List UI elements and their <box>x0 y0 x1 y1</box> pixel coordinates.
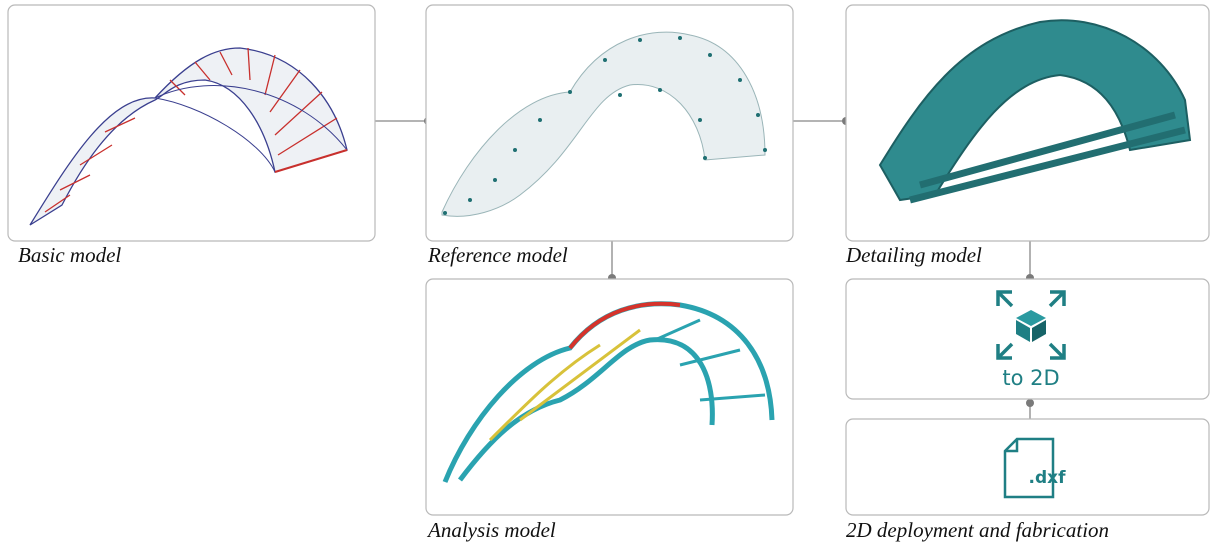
panel-frame <box>846 419 1209 515</box>
workflow-diagram: Basic model Reference model Detailing mo… <box>0 0 1210 544</box>
file-panel: .dxf 2D deployment and fabrication <box>846 419 1209 542</box>
caption: Detailing model <box>845 243 982 267</box>
caption: Basic model <box>18 243 121 267</box>
basic-model-panel: Basic model <box>8 5 375 267</box>
caption: Reference model <box>427 243 568 267</box>
convert-label: to 2D <box>1002 366 1059 390</box>
caption: Analysis model <box>426 518 556 542</box>
detailing-model-panel: Detailing model <box>845 5 1209 267</box>
reference-model-panel: Reference model <box>426 5 793 267</box>
analysis-model-panel: Analysis model <box>426 279 793 542</box>
convert-panel: to 2D <box>846 279 1209 399</box>
connector-dot <box>1026 399 1034 407</box>
file-label: .dxf <box>1029 468 1067 488</box>
caption: 2D deployment and fabrication <box>846 518 1109 542</box>
